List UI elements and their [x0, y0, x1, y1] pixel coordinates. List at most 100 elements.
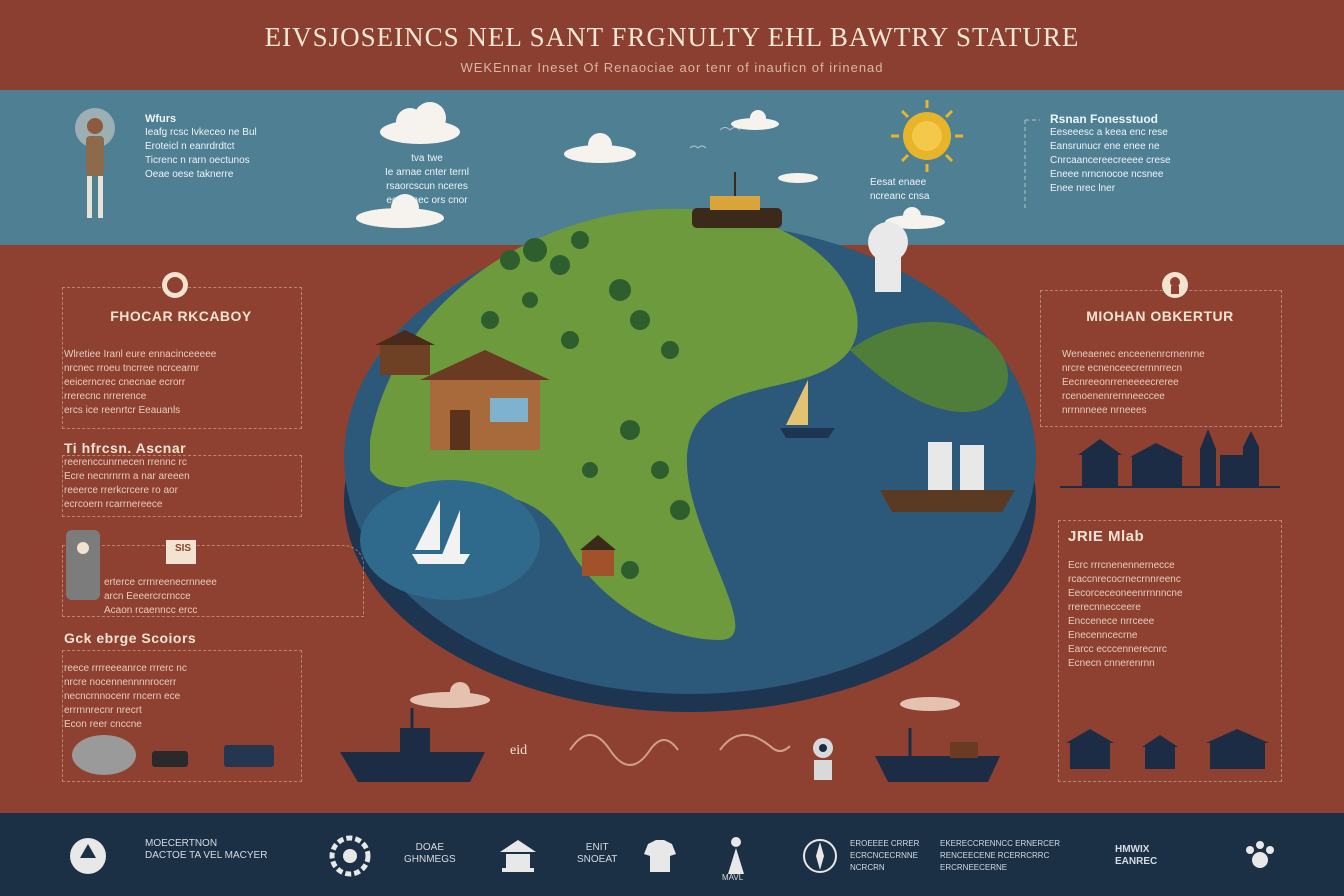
- section-line: Enecenncecrne: [1068, 630, 1138, 641]
- sky-right-line: Eneee nrncnocoe ncsnee: [1050, 169, 1164, 180]
- car-icon: [152, 751, 188, 767]
- land-mass: [850, 321, 1009, 412]
- bottom-illustrations: [340, 682, 1000, 782]
- globe-badge-icon: [162, 272, 188, 298]
- lighthouse-icon: [66, 530, 196, 600]
- section-line: Weneaenec enceenenrcrnenrne: [1062, 349, 1205, 360]
- page-subtitle: WEKEnnar Ineset Of Renaociae aor tenr of…: [460, 60, 884, 75]
- left-section-frame: [62, 650, 302, 782]
- section-line: reece rrrreeeanrce rrrerc nc: [64, 663, 187, 674]
- sky-right-line: Enee nrec lner: [1050, 183, 1116, 194]
- figure-icon: [728, 837, 744, 874]
- section-line: nrcnec rroeu tncrree ncrcearnr: [64, 363, 200, 374]
- section-line: Wlretiee Iranl eure ennacinceeeee: [64, 349, 217, 360]
- section-line: Acaon rcaenncc ercc: [104, 605, 198, 616]
- sky-right-line: Eeseeesc a keea enc rese: [1050, 127, 1168, 138]
- section-line: Earcc ecccennerecnrc: [1068, 644, 1167, 655]
- cloud-icon: [778, 173, 818, 183]
- section-line: ercs ice reenrtcr Eeauanls: [64, 405, 181, 416]
- footer-label: DOAE GHNMEGS: [404, 842, 456, 865]
- cloud-icon: [885, 207, 945, 229]
- sky-left-block: Wfurs Ieafg rcsc Ivkeceo ne Bul Eroteicl…: [145, 112, 335, 182]
- footer-label: EKERECCRENNCC ERNERCER RENCEECENE RCERRC…: [940, 839, 1061, 872]
- section-line: rrerecnnecceere: [1068, 602, 1141, 613]
- section-title: Ti hfrcsn. Ascnar: [64, 440, 187, 456]
- section-line: rcaccnrecocrnecrnnreenc: [1068, 574, 1181, 585]
- sky-center-line: Ie arnae cnter ternl: [385, 167, 469, 178]
- footer-item: EKERECCRENNCC ERNERCER RENCEECENE RCERRC…: [940, 826, 1060, 886]
- person-badge-icon: [1162, 272, 1188, 298]
- sailboat-icon: [412, 500, 470, 564]
- animal-sketch-icon: [569, 733, 791, 766]
- sky-right-line: Eansrunucr ene enee ne: [1050, 141, 1160, 152]
- gear-icon: [329, 835, 371, 877]
- section-line: necncrnnocenr rncern ece: [64, 691, 181, 702]
- houses-row-icon: [1066, 729, 1269, 769]
- left-section-1: FHOCAR RKCABOY: [62, 308, 300, 324]
- section-line: rcenoenenrernneeccee: [1062, 391, 1165, 402]
- sky-right-heading: Rsnan Fonesstuod: [1050, 112, 1159, 126]
- section-line: nrrnnneee nrneees: [1062, 405, 1147, 416]
- section-line: Econ reer cnccne: [64, 719, 142, 730]
- sky-left-heading: Wfurs: [145, 113, 177, 125]
- sky-center-line: rsaorcscun nceres: [386, 181, 468, 192]
- footer-item: [68, 826, 108, 886]
- section-line: errrnnrecnr nrecrt: [64, 705, 142, 716]
- footer-label: EROEEEE CRRER ECRCNCECRNNE NCRCRN: [850, 839, 920, 872]
- page-title: EIVSJOSEINCS NEL SANT FRGNULTY EHL BAWTR…: [264, 22, 1080, 52]
- section-line: nrcre ecnenceecrernnrrecn: [1062, 363, 1183, 374]
- section-line: arcn Eeeercrcrncce: [104, 591, 191, 602]
- left-section-1-body: Wlretiee Iranl eure ennacinceeeee nrcnec…: [64, 348, 296, 418]
- footer-item: [328, 826, 372, 886]
- section-line: nrcre nocennennnnrocerr: [64, 677, 177, 688]
- rock-icon: [72, 735, 136, 775]
- sky-center-line: eorar nec ors cnor: [386, 195, 468, 206]
- sky-center-block: tva twe Ie arnae cnter ternl rsaorcscun …: [352, 152, 502, 208]
- right-section-1: MIOHAN OBKERTUR: [1040, 308, 1280, 324]
- trawler-icon: [875, 728, 1000, 782]
- section-line: Ecrc rrrcnenennernecce: [1068, 560, 1175, 571]
- section-title: FHOCAR RKCABOY: [110, 308, 252, 324]
- truck-icon: [224, 745, 274, 767]
- sky-left-line: Ieafg rcsc Ivkeceo ne Bul: [145, 127, 257, 138]
- right-section-1-body: Weneaenec enceenenrcrnenrne nrcre ecnenc…: [1062, 348, 1280, 418]
- footer-label: MOECERTNON DACTOE TA VEL MACYER: [145, 838, 268, 861]
- left-section-4: Gck ebrge Scoiors reece rrrreeeanrce rrr…: [64, 630, 296, 732]
- transport-icons: [72, 735, 274, 775]
- footer-label: HMWIX EANREC: [1115, 844, 1158, 867]
- sky-left-line: Oeae oese taknerre: [145, 169, 234, 180]
- right-section-2: JRIE Mlab Ecrc rrrcnenennernecce rcaccnr…: [1068, 528, 1278, 671]
- house-icon: [420, 350, 550, 450]
- hut-icon: [580, 535, 616, 576]
- header-band: [0, 0, 1344, 90]
- section-line: reeerce rrerkcrcere ro aor: [64, 485, 178, 496]
- cloud-icon: [356, 194, 444, 228]
- sun-icon: [891, 100, 963, 172]
- bird-icon: [689, 127, 741, 149]
- left-section-2: Ti hfrcsn. Ascnar reerenccunrnecen rrenn…: [64, 440, 296, 512]
- section-line: Ecre necnrnrrn a nar areeen: [64, 471, 190, 482]
- sun-caption: Eesat enaee ncreanc cnsa: [870, 176, 980, 204]
- globe-illustration: [344, 172, 1036, 712]
- footer-item: [1240, 826, 1280, 886]
- left-section-3: erterce crrnreenecrnneee arcn Eeeercrcrn…: [104, 576, 294, 618]
- compass-icon: [803, 839, 837, 873]
- left-section-frame: [62, 545, 364, 617]
- footer-label: MAVL: [722, 873, 744, 882]
- footer-item: HMWIX EANREC: [1115, 826, 1157, 886]
- footer-label: ENIT SNOEAT: [577, 842, 618, 865]
- section-line: rrerecnc nrrerence: [64, 391, 147, 402]
- sailboat-icon: [780, 380, 835, 438]
- left-section-frame: [62, 455, 302, 517]
- footer-item: [640, 826, 680, 886]
- section-line: reerenccunrnecen rrennc rc: [64, 457, 187, 468]
- right-section-frame: [1058, 520, 1282, 782]
- boat-icon: [692, 172, 782, 228]
- sky-decorations: [75, 100, 1040, 229]
- observatory-icon: [868, 222, 908, 292]
- factory-ship-icon: [880, 442, 1015, 512]
- section-line: erterce crrnreenecrnneee: [104, 577, 217, 588]
- town-skyline-icon: [1060, 429, 1280, 488]
- sky-left-line: Eroteicl n eanrdrdtct: [145, 141, 235, 152]
- person-icon: [75, 108, 115, 218]
